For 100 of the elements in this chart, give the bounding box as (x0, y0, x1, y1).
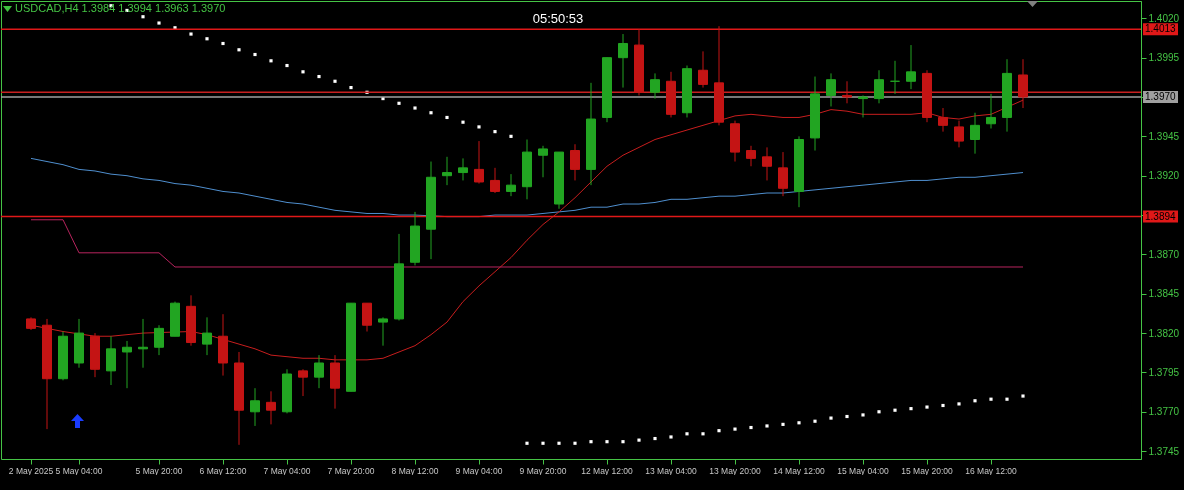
line-series (30, 157, 1024, 218)
candlestick (458, 157, 468, 181)
point (605, 440, 609, 444)
point (717, 429, 721, 433)
point (861, 413, 865, 417)
point (781, 422, 785, 426)
candlestick (938, 107, 948, 133)
point (797, 421, 801, 425)
point (637, 438, 641, 442)
x-tick-label: 12 May 12:00 (581, 465, 634, 476)
point (557, 441, 561, 445)
y-tick-label: 1.3745 (1148, 445, 1180, 457)
candlestick (154, 324, 164, 356)
point (589, 440, 593, 444)
candlestick (826, 72, 836, 107)
x-tick-label: 8 May 12:00 (391, 465, 439, 476)
y-tick-label: 1.3795 (1148, 366, 1180, 378)
point (669, 435, 673, 439)
point (573, 441, 577, 445)
chart-title: USDCAD,H4 1.3984 1.3994 1.3963 1.3970 (15, 2, 226, 14)
point (445, 115, 449, 120)
x-tick-label: 2 May 2025 (8, 465, 54, 476)
candlestick (954, 120, 964, 148)
candlestick (250, 387, 260, 427)
candlestick (906, 44, 916, 90)
point (541, 441, 545, 445)
point (317, 74, 321, 79)
candlestick (314, 354, 324, 389)
x-tick-label: 14 May 12:00 (773, 465, 826, 476)
point (189, 32, 193, 36)
point (733, 427, 737, 431)
x-tick-label: 6 May 12:00 (199, 465, 247, 476)
y-tick-label: 1.3770 (1148, 406, 1180, 418)
y-tick-label: 1.3870 (1148, 248, 1180, 260)
x-tick-label: 13 May 04:00 (645, 465, 698, 476)
candlestick (442, 156, 452, 186)
point (429, 111, 433, 115)
candlestick (538, 145, 548, 178)
candlestick (762, 146, 772, 181)
point (285, 63, 289, 68)
point (301, 70, 305, 74)
candlestick (570, 143, 580, 181)
point (925, 405, 929, 409)
x-tick-label: 5 May 20:00 (135, 465, 183, 476)
x-tick-label: 9 May 04:00 (455, 465, 503, 476)
candlestick (106, 335, 116, 386)
point (237, 48, 241, 52)
ref-line-label: 1.3894 (1145, 210, 1177, 222)
candlestick (858, 94, 868, 118)
candlestick (970, 112, 980, 155)
candlestick (490, 167, 500, 194)
point (333, 79, 337, 83)
x-tick-label: 15 May 04:00 (837, 465, 890, 476)
point (157, 21, 161, 25)
point (877, 410, 881, 414)
point (525, 441, 529, 445)
candlestick (474, 140, 484, 185)
candlestick (202, 316, 212, 356)
point (269, 59, 273, 63)
y-tick-label: 1.4020 (1148, 12, 1180, 24)
candlestick (506, 173, 516, 197)
point (477, 125, 481, 129)
point (173, 26, 177, 30)
candlestick (298, 368, 308, 397)
y-tick-label: 1.3995 (1148, 52, 1180, 64)
point (461, 120, 465, 124)
point (413, 106, 417, 110)
x-tick-label: 7 May 20:00 (327, 465, 375, 476)
candlestick (266, 390, 276, 425)
x-tick-label: 5 May 04:00 (55, 465, 103, 476)
point (829, 416, 833, 420)
point (989, 397, 993, 401)
candlestick (378, 316, 388, 347)
point (349, 85, 353, 90)
point (205, 37, 209, 41)
point (749, 425, 753, 430)
point (893, 408, 897, 412)
candlestick (122, 340, 132, 389)
ref-line-label: 1.3970 (1145, 91, 1177, 103)
point (685, 432, 689, 436)
candlestick (778, 151, 788, 197)
candlestick (618, 33, 628, 89)
point (141, 15, 145, 19)
candlestick (650, 72, 660, 100)
candlestick (874, 69, 884, 104)
point (253, 52, 257, 57)
point (941, 403, 945, 408)
x-tick-label: 16 May 12:00 (965, 465, 1018, 476)
point (845, 414, 849, 419)
x-tick-label: 15 May 20:00 (901, 465, 954, 476)
point (1005, 397, 1009, 401)
point (909, 407, 913, 411)
x-tick-label: 13 May 20:00 (709, 465, 762, 476)
point (765, 424, 769, 428)
annotation: 05:50:53 (532, 11, 584, 26)
candlestick (698, 50, 708, 89)
ref-line-label: 1.4013 (1145, 23, 1177, 35)
x-tick-label: 7 May 04:00 (263, 465, 311, 476)
candlestick (362, 302, 372, 333)
y-tick-label: 1.3920 (1148, 170, 1180, 182)
